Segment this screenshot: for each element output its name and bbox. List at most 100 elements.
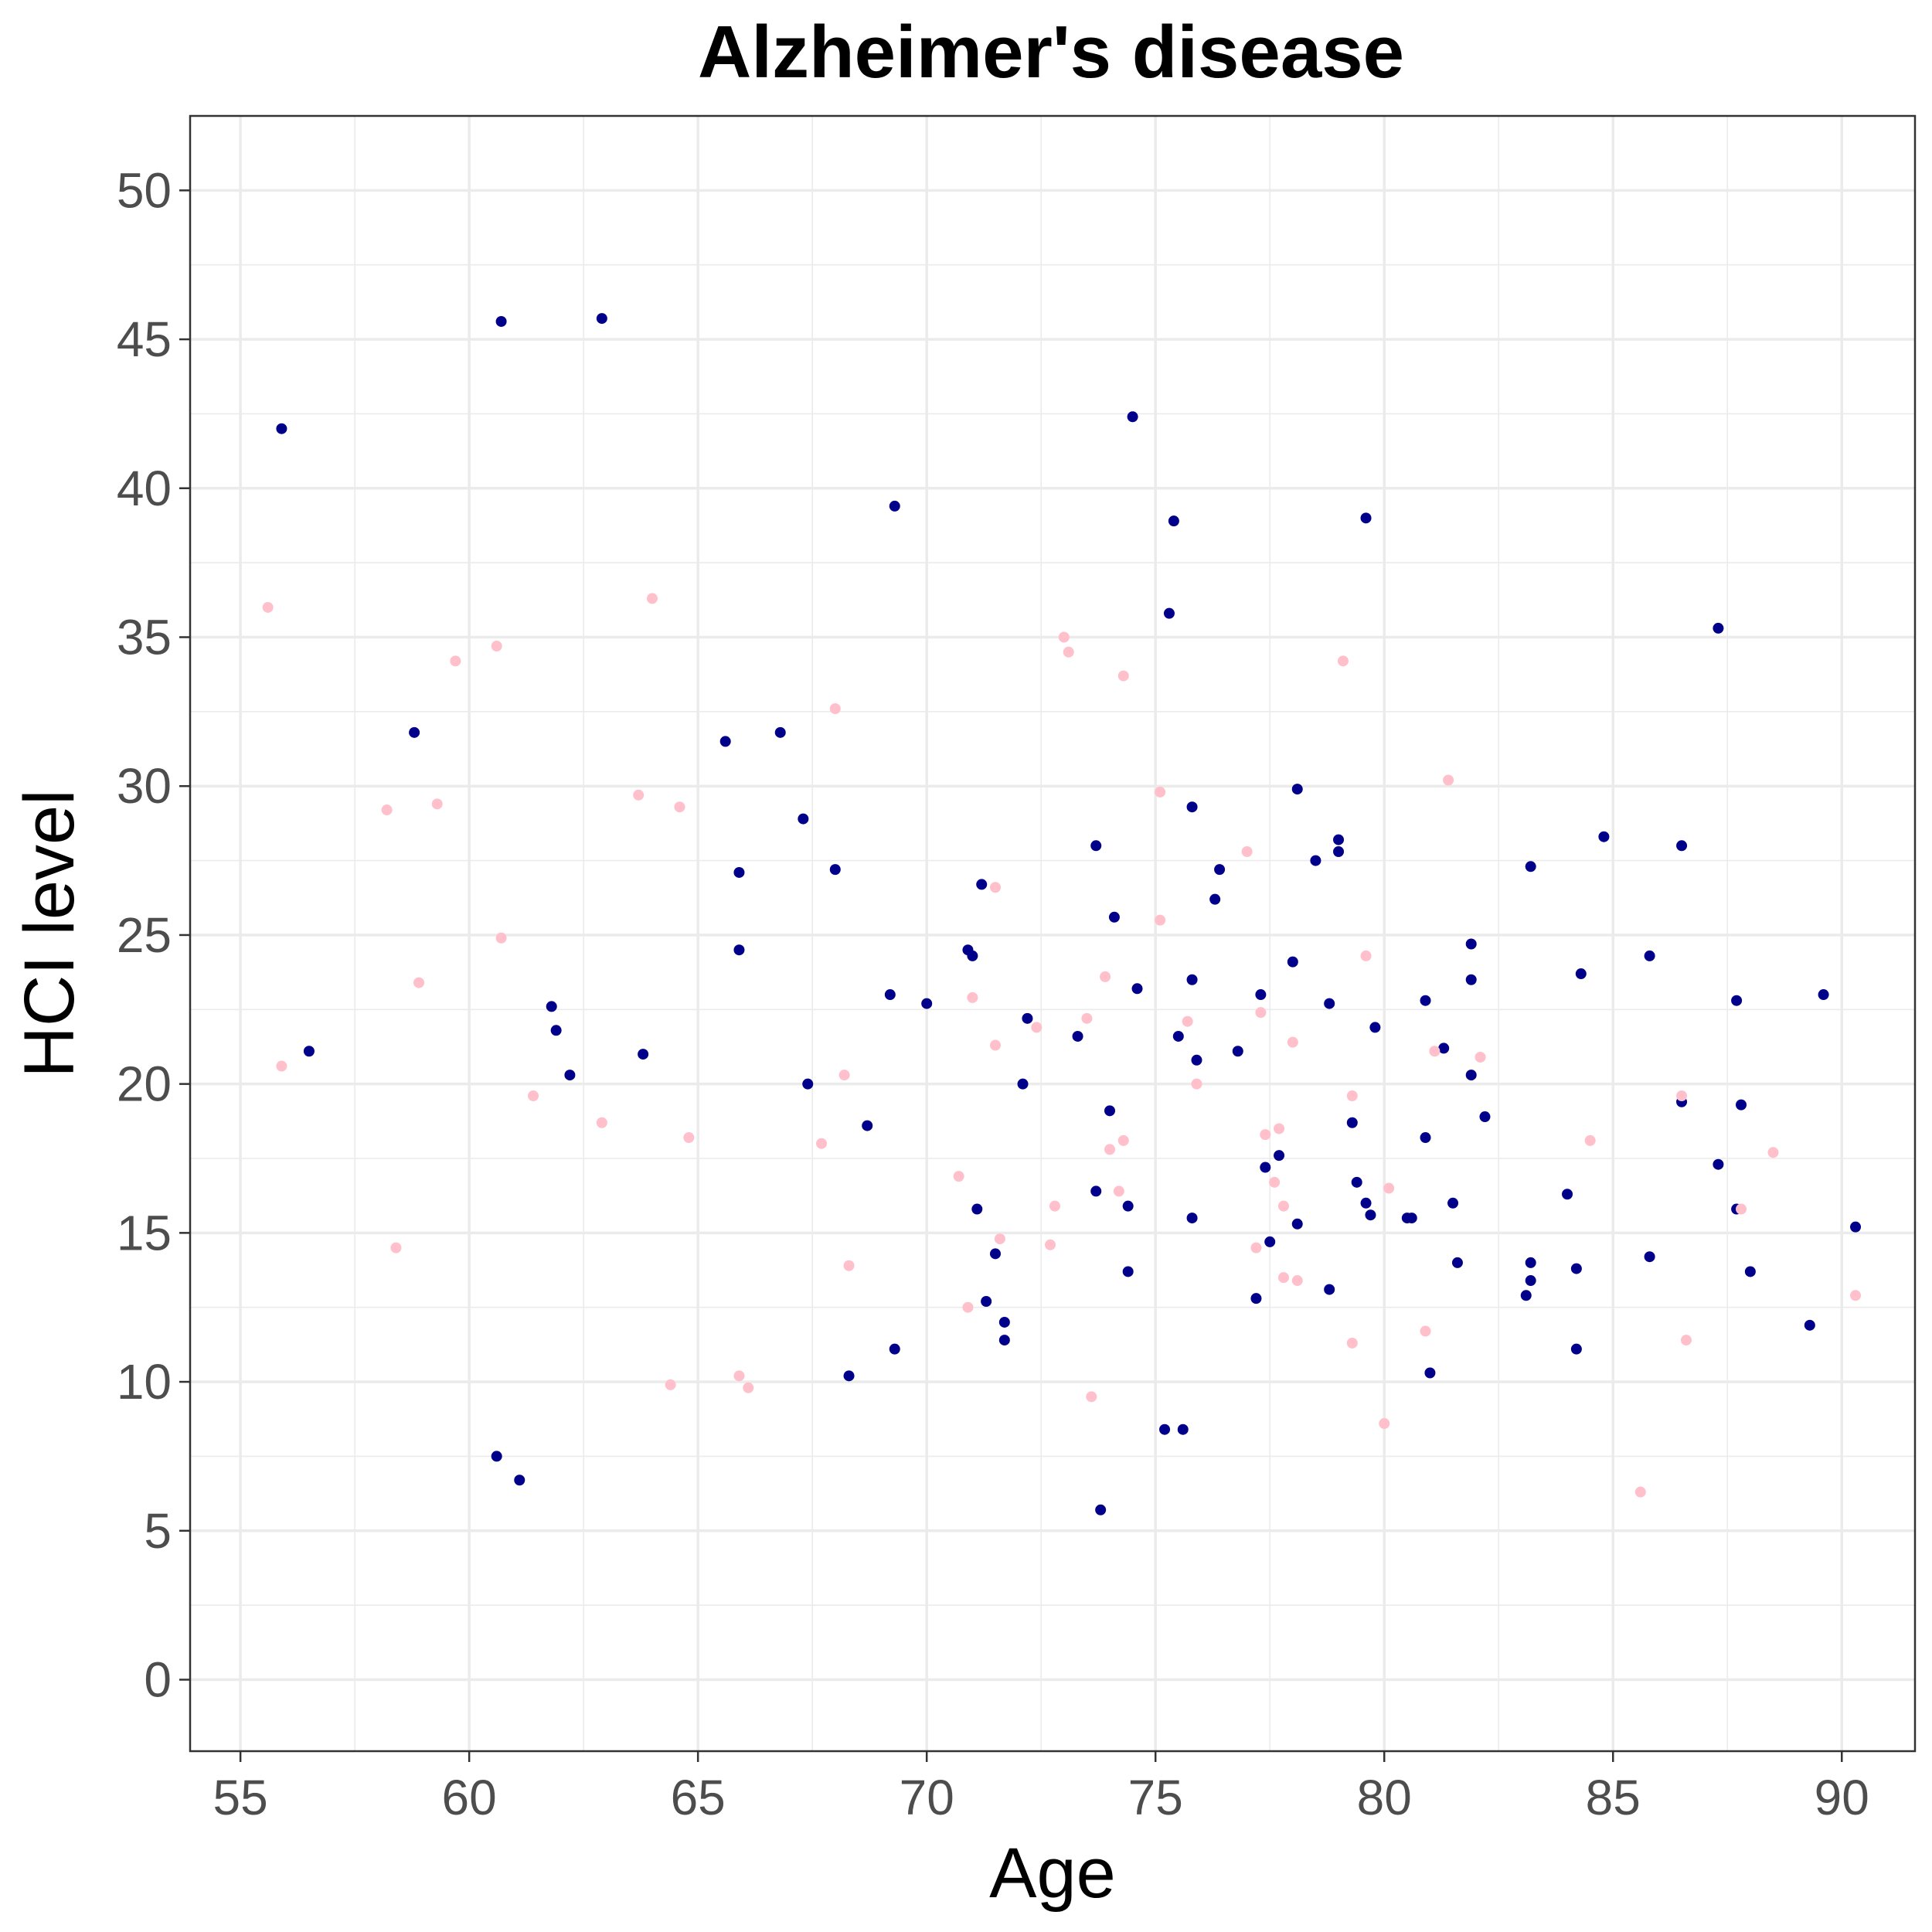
data-point-series-1 (1324, 998, 1335, 1009)
data-point-series-1 (1525, 1257, 1536, 1268)
data-point-series-1 (1346, 1117, 1358, 1128)
data-point-series-1 (802, 1078, 814, 1090)
data-point-series-1 (546, 1001, 557, 1012)
data-point-series-1 (1451, 1257, 1463, 1268)
y-tick-label: 0 (144, 1651, 172, 1707)
data-point-series-2 (1113, 1185, 1124, 1197)
data-point-series-1 (1104, 1105, 1116, 1117)
data-point-series-2 (528, 1090, 539, 1102)
x-tick-label: 60 (442, 1770, 497, 1825)
data-point-series-1 (733, 944, 745, 956)
y-tick-label: 25 (117, 907, 172, 963)
data-point-series-2 (1269, 1176, 1281, 1188)
data-point-series-1 (1072, 1030, 1083, 1042)
data-point-series-1 (550, 1025, 562, 1036)
data-point-series-2 (665, 1379, 676, 1390)
data-point-series-1 (1168, 515, 1179, 527)
data-point-series-1 (1570, 1343, 1582, 1355)
data-point-series-1 (1090, 840, 1102, 852)
data-point-series-1 (409, 726, 420, 738)
data-point-series-1 (1479, 1111, 1491, 1123)
data-point-series-1 (1333, 846, 1345, 858)
data-point-series-2 (1475, 1051, 1486, 1063)
data-point-series-1 (998, 1335, 1010, 1346)
y-axis-title: HCI level (10, 789, 89, 1077)
x-tick-label: 65 (671, 1770, 726, 1825)
data-point-series-2 (1680, 1335, 1692, 1346)
data-point-series-2 (1117, 1134, 1129, 1146)
data-point-series-2 (953, 1171, 964, 1182)
data-point-series-1 (829, 864, 841, 876)
data-point-series-1 (1333, 834, 1345, 845)
data-point-series-1 (1598, 831, 1610, 842)
y-tick-label: 10 (117, 1354, 172, 1410)
data-point-series-2 (1337, 655, 1349, 667)
y-tick-label: 45 (117, 311, 172, 367)
data-point-series-2 (1277, 1200, 1289, 1212)
data-point-series-1 (1365, 1209, 1376, 1221)
data-point-series-2 (1676, 1090, 1688, 1102)
data-point-series-1 (884, 989, 896, 1001)
data-point-series-1 (1214, 864, 1226, 876)
y-tick-label: 35 (117, 609, 172, 665)
data-point-series-2 (1287, 1036, 1298, 1048)
data-point-series-1 (862, 1120, 873, 1131)
data-point-series-1 (638, 1049, 649, 1060)
y-tick-label: 40 (117, 461, 172, 516)
data-point-series-1 (1232, 1046, 1243, 1057)
x-axis-title: Age (989, 1834, 1116, 1913)
data-point-series-2 (262, 601, 274, 613)
data-point-series-2 (1429, 1046, 1440, 1057)
data-point-series-2 (1850, 1290, 1862, 1301)
data-point-series-1 (1744, 1266, 1756, 1277)
data-point-series-2 (1260, 1129, 1271, 1141)
data-point-series-1 (1172, 1030, 1184, 1042)
data-point-series-2 (390, 1242, 402, 1253)
data-point-series-1 (1420, 1132, 1431, 1144)
data-point-series-2 (1031, 1022, 1043, 1033)
x-axis-ticks: 55 60 65 70 75 80 85 90 (213, 1751, 1869, 1825)
data-point-series-2 (1045, 1239, 1056, 1250)
data-point-series-1 (1324, 1284, 1335, 1295)
data-point-series-1 (774, 726, 786, 738)
data-point-series-2 (1063, 646, 1074, 658)
data-point-series-1 (976, 879, 988, 890)
data-point-series-1 (1274, 1150, 1285, 1162)
plot-panel-border (189, 114, 1917, 1753)
data-point-series-2 (829, 703, 841, 715)
data-points (262, 313, 1862, 1515)
data-point-series-1 (1291, 1218, 1303, 1230)
data-point-series-1 (1287, 956, 1298, 968)
data-point-series-1 (1090, 1185, 1102, 1197)
data-point-series-1 (1406, 1213, 1417, 1224)
data-point-series-2 (962, 1301, 974, 1313)
data-point-series-1 (1525, 1275, 1536, 1287)
y-tick-label: 30 (117, 758, 172, 814)
data-point-series-1 (1438, 1043, 1450, 1054)
data-point-series-1 (1260, 1162, 1271, 1173)
data-point-series-2 (1100, 971, 1111, 982)
data-point-series-2 (1274, 1123, 1285, 1134)
data-point-series-2 (646, 593, 658, 604)
data-point-series-1 (1713, 1158, 1724, 1170)
data-point-series-1 (998, 1316, 1010, 1328)
data-point-series-2 (1443, 774, 1454, 786)
data-point-series-2 (1086, 1391, 1097, 1403)
data-point-series-1 (1804, 1319, 1815, 1331)
data-point-series-2 (1383, 1182, 1395, 1194)
data-point-series-2 (1277, 1272, 1289, 1284)
data-point-series-2 (431, 798, 443, 810)
data-point-series-1 (889, 1343, 900, 1355)
data-point-series-1 (1095, 1504, 1107, 1515)
data-point-series-1 (1159, 1423, 1171, 1435)
data-point-series-1 (1562, 1189, 1573, 1200)
data-point-series-2 (633, 789, 645, 801)
data-point-series-2 (1250, 1242, 1262, 1253)
data-point-series-1 (971, 1203, 983, 1215)
data-point-series-1 (1291, 784, 1303, 795)
data-point-series-2 (1081, 1012, 1093, 1024)
data-point-series-1 (1351, 1176, 1362, 1188)
y-tick-label: 50 (117, 162, 172, 218)
data-point-series-1 (1447, 1197, 1459, 1209)
